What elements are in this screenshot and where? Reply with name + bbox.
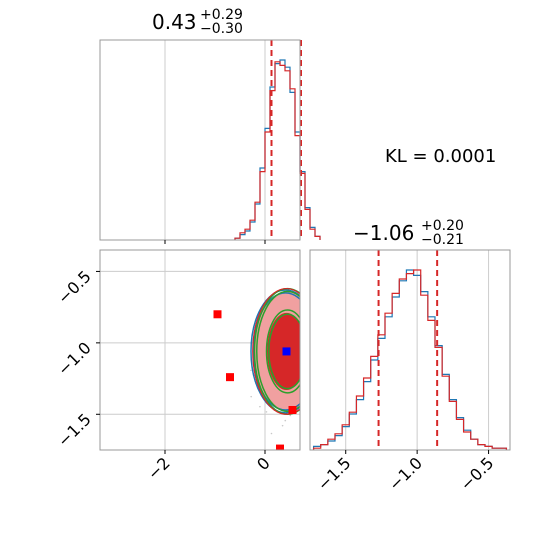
scatter-point bbox=[307, 342, 309, 344]
scatter-point bbox=[301, 352, 303, 354]
scatter-point bbox=[284, 419, 287, 422]
scatter-point bbox=[306, 397, 308, 399]
scatter-point bbox=[320, 353, 322, 355]
param2-title-value: −1.06 bbox=[353, 221, 415, 245]
contour-line-red bbox=[252, 287, 300, 415]
scatter-point bbox=[307, 323, 309, 325]
scatter-point bbox=[315, 317, 317, 319]
x-tick-label: −1.5 bbox=[314, 453, 355, 494]
scatter-point bbox=[259, 405, 261, 408]
scatter-point bbox=[318, 338, 320, 340]
scatter-point bbox=[311, 303, 313, 305]
x-tick-label: −0.5 bbox=[456, 453, 497, 494]
scatter-point bbox=[306, 360, 308, 362]
param1-title-plus: +0.29 bbox=[200, 7, 243, 23]
scatter-point bbox=[316, 345, 318, 347]
scatter-point bbox=[301, 397, 303, 399]
truth-marker bbox=[282, 347, 291, 356]
contour-line-blue bbox=[250, 289, 300, 414]
scatter-point bbox=[320, 365, 322, 367]
y-tick-label: −1.5 bbox=[54, 410, 95, 451]
scatter-point bbox=[314, 319, 316, 321]
x-tick-label: 0 bbox=[253, 453, 274, 474]
scatter-point bbox=[304, 312, 306, 314]
contour-line-green bbox=[268, 313, 300, 390]
y-tick-label: −0.5 bbox=[54, 267, 95, 308]
histogram-frame bbox=[99, 39, 301, 241]
x-tick-label: −2 bbox=[144, 453, 174, 483]
contour-line-green bbox=[256, 290, 300, 413]
histogram-frame bbox=[309, 249, 511, 451]
scatter-point bbox=[250, 395, 252, 398]
scatter-point bbox=[311, 321, 313, 323]
param2-title: −1.06 +0.20 −0.21 bbox=[353, 218, 464, 248]
histogram-series-a bbox=[312, 269, 508, 450]
scatter-point bbox=[306, 325, 308, 327]
param2-title-minus: −0.21 bbox=[421, 232, 464, 248]
x-tick-label: −1.0 bbox=[385, 453, 426, 494]
param1-title: 0.43 +0.29 −0.30 bbox=[152, 7, 243, 37]
scatter-point bbox=[301, 327, 303, 329]
scatter-point bbox=[289, 414, 292, 417]
joint-frame bbox=[99, 249, 301, 451]
point-marker bbox=[288, 406, 297, 414]
contour-line-green bbox=[265, 309, 300, 394]
param2-title-plus: +0.20 bbox=[421, 218, 464, 234]
joint-plot-area bbox=[100, 250, 322, 450]
point-marker bbox=[226, 373, 234, 382]
scatter-point bbox=[315, 362, 317, 364]
histogram-series-a bbox=[234, 59, 321, 240]
scatter-point bbox=[304, 366, 306, 368]
kl-label: KL = 0.0001 bbox=[385, 146, 497, 167]
y-tick-label: −1.0 bbox=[54, 338, 95, 379]
scatter-point bbox=[281, 424, 284, 427]
scatter-point bbox=[250, 369, 252, 372]
point-marker bbox=[276, 444, 284, 450]
scatter-point bbox=[305, 336, 307, 338]
point-marker bbox=[213, 310, 222, 319]
param1-title-minus: −0.30 bbox=[200, 21, 243, 37]
scatter-point bbox=[311, 284, 313, 286]
scatter-point bbox=[302, 324, 304, 326]
scatter-point bbox=[270, 432, 273, 435]
joint-contour-panel bbox=[99, 249, 322, 451]
histogram-panel-param1 bbox=[99, 39, 321, 241]
histogram-panel-param2 bbox=[309, 249, 511, 451]
scatter-point bbox=[265, 411, 268, 413]
histogram-series-b bbox=[234, 61, 321, 240]
param1-title-value: 0.43 bbox=[152, 10, 197, 34]
scatter-point bbox=[305, 283, 307, 285]
histogram-series-b bbox=[312, 269, 508, 450]
